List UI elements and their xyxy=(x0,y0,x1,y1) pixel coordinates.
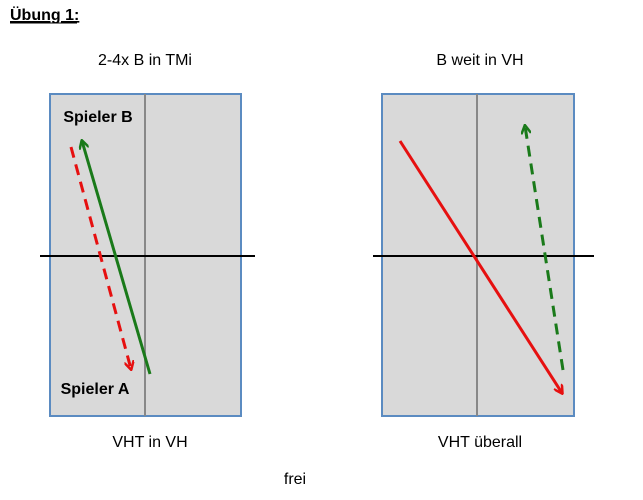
arrow xyxy=(525,126,565,371)
table-title: B weit in VH xyxy=(436,52,523,69)
heading: Übung 1: xyxy=(10,5,79,24)
player-label: Spieler B xyxy=(63,109,132,126)
player-label: Spieler A xyxy=(61,381,130,398)
arrow xyxy=(69,146,131,369)
arrow xyxy=(82,141,152,375)
table-caption: VHT in VH xyxy=(112,434,187,451)
arrow xyxy=(398,140,562,393)
table-caption: VHT überall xyxy=(438,434,522,451)
footer: frei xyxy=(284,471,306,488)
table-title: 2-4x B in TMi xyxy=(98,52,192,69)
